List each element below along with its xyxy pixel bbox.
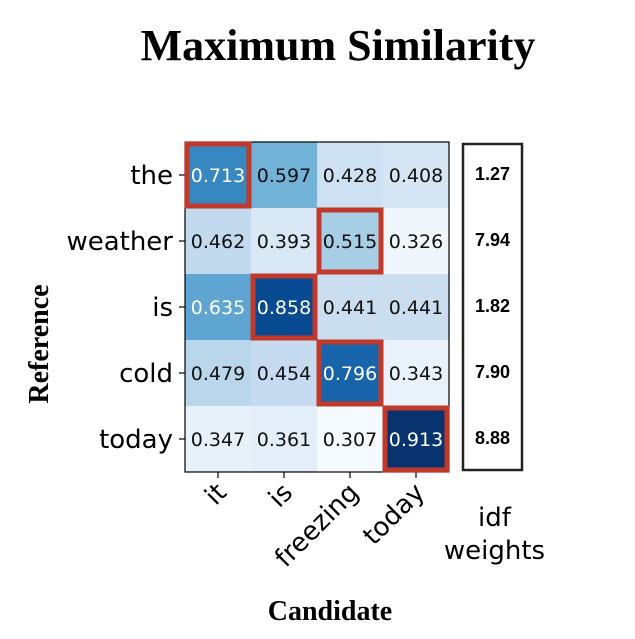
- heatmap-cell: [251, 340, 317, 406]
- idf-weights-label: idf: [478, 503, 512, 533]
- cell-value-label: 0.913: [389, 429, 443, 451]
- heatmap-cell: [383, 142, 449, 208]
- heatmap-cell: [383, 208, 449, 274]
- y-tick-label: cold: [119, 359, 173, 389]
- cell-value-label: 0.343: [389, 363, 443, 385]
- heatmap: 0.713 0.597 0.428 0.408 0.462 0.393 0.515 0.326…: [66, 141, 450, 573]
- cell-value-label: 0.515: [323, 231, 377, 253]
- heatmap-cell: [251, 274, 317, 340]
- cell-value-label: 0.326: [389, 231, 443, 253]
- heatmap-cell: [185, 406, 251, 472]
- cell-value-label: 0.408: [389, 165, 443, 187]
- cell-value-label: 0.858: [257, 297, 311, 319]
- cell-value-label: 0.713: [191, 165, 245, 187]
- cell-value-label: 0.454: [257, 363, 311, 385]
- cell-value-label: 0.462: [191, 231, 245, 253]
- y-tick-label: weather: [66, 227, 173, 257]
- cell-value-label: 0.441: [389, 297, 443, 319]
- heatmap-cell: [317, 208, 383, 274]
- heatmap-cell: [317, 406, 383, 472]
- max-highlight-box: [184, 141, 252, 209]
- heatmap-cell: [317, 274, 383, 340]
- heatmap-cell: [185, 340, 251, 406]
- y-tick-label: is: [152, 293, 173, 323]
- idf-weight-value: 7.94: [475, 230, 510, 250]
- heatmap-cell: [317, 340, 383, 406]
- cell-value-label: 0.393: [257, 231, 311, 253]
- cell-value-label: 0.796: [323, 363, 377, 385]
- heatmap-cell: [383, 340, 449, 406]
- heatmap-cell: [185, 274, 251, 340]
- heatmap-cell: [317, 142, 383, 208]
- max-highlight-box: [316, 339, 384, 407]
- max-highlight-box: [382, 405, 450, 473]
- heatmap-cell: [251, 142, 317, 208]
- idf-weights-label: weights: [444, 536, 545, 566]
- heatmap-cell: [383, 274, 449, 340]
- heatmap-cell: [185, 142, 251, 208]
- x-tick-label: is: [263, 478, 299, 514]
- idf-weight-value: 7.90: [475, 362, 510, 382]
- max-highlight-box: [316, 207, 384, 275]
- heatmap-cell: [251, 208, 317, 274]
- cell-value-label: 0.635: [191, 297, 245, 319]
- x-tick-label: it: [199, 478, 233, 512]
- cell-value-label: 0.361: [257, 429, 311, 451]
- cell-value-label: 0.479: [191, 363, 245, 385]
- heatmap-cell: [185, 208, 251, 274]
- cell-value-label: 0.441: [323, 297, 377, 319]
- heatmap-cell: [251, 406, 317, 472]
- cell-value-label: 0.597: [257, 165, 311, 187]
- idf-weight-value: 8.88: [475, 428, 510, 448]
- cell-value-label: 0.307: [323, 429, 377, 451]
- cell-value-label: 0.428: [323, 165, 377, 187]
- idf-weight-value: 1.82: [475, 296, 510, 316]
- max-highlight-box: [250, 273, 318, 341]
- heatmap-cell: [383, 406, 449, 472]
- y-tick-label: today: [99, 425, 173, 455]
- x-axis-label: Candidate: [268, 596, 392, 627]
- y-tick-label: the: [130, 161, 173, 191]
- cell-value-label: 0.347: [191, 429, 245, 451]
- x-tick-label: today: [357, 478, 430, 551]
- y-axis-label: Reference: [24, 284, 55, 403]
- idf-box: [461, 142, 524, 472]
- chart-title: Maximum Similarity: [141, 21, 536, 70]
- idf-weight-value: 1.27: [475, 164, 510, 184]
